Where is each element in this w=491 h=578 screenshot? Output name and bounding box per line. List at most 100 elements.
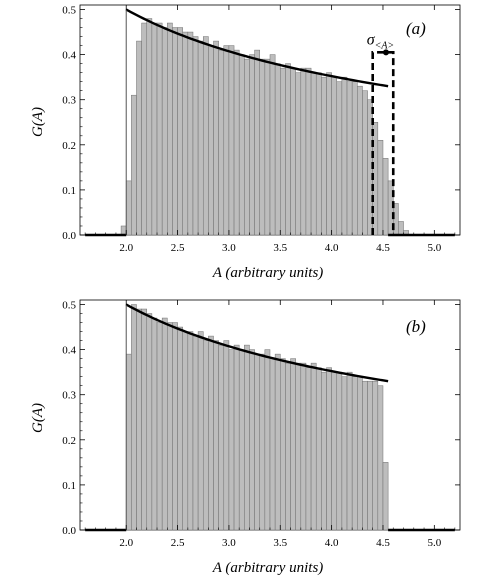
y-axis: 0.0 0.1 0.2 0.3 0.4 0.5 bbox=[62, 5, 460, 242]
histogram-bar bbox=[259, 58, 266, 236]
x-tick-label: 4.5 bbox=[376, 242, 390, 254]
chart-panel-b: 0.0 0.1 0.2 0.3 0.4 0.5 2.0 2.5 3.0 3.5 4.0 4.5 5.0… bbox=[30, 300, 461, 576]
histogram-bar bbox=[331, 76, 338, 236]
histogram-bar bbox=[305, 367, 312, 531]
x-tick-label: 5.0 bbox=[427, 537, 441, 549]
histogram-bar bbox=[346, 81, 353, 236]
histogram-bar bbox=[125, 353, 132, 531]
histogram-bar bbox=[351, 81, 358, 236]
histogram-bar bbox=[177, 27, 183, 236]
fit-line bbox=[125, 8, 389, 88]
histogram-bar bbox=[382, 462, 389, 531]
x-axis: 2.0 2.5 3.0 3.5 4.0 4.5 5.0 bbox=[84, 5, 456, 254]
x-tick-label: 2.0 bbox=[119, 537, 133, 549]
histogram-bar bbox=[244, 344, 250, 531]
x-tick-label: 4.5 bbox=[376, 537, 390, 549]
y-tick-label: 0.0 bbox=[62, 525, 76, 537]
histogram-bar bbox=[341, 76, 348, 236]
histogram-bar bbox=[254, 49, 260, 236]
panel-label: (b) bbox=[406, 317, 426, 336]
x-axis-label: A (arbitrary units) bbox=[212, 560, 324, 576]
x-tick-label: 3.5 bbox=[273, 242, 287, 254]
histogram-bar bbox=[305, 67, 312, 236]
histogram-bar bbox=[182, 331, 189, 531]
histogram-bar bbox=[285, 63, 291, 236]
histogram-bar bbox=[182, 31, 189, 236]
x-tick-label: 4.0 bbox=[325, 242, 339, 254]
histogram-bar bbox=[264, 349, 271, 531]
histogram-bar bbox=[377, 140, 384, 236]
histogram-bar bbox=[357, 376, 363, 531]
y-tick-label: 0.1 bbox=[62, 480, 76, 492]
x-tick-label: 2.5 bbox=[171, 242, 185, 254]
sigma-subscript: <A> bbox=[375, 40, 395, 51]
histogram-bar bbox=[177, 326, 183, 531]
chart-panel-a: σ<A> 0.0 0.1 0.2 0.3 0.4 0.5 2.0 2.5 3.0 3.5 4.0 4… bbox=[30, 5, 461, 281]
histogram-bar bbox=[233, 49, 240, 236]
histogram-bar bbox=[233, 344, 240, 531]
histogram-bar bbox=[218, 344, 225, 531]
histogram-bar bbox=[336, 81, 343, 236]
histogram-bar bbox=[141, 308, 148, 531]
histogram-bar bbox=[202, 340, 209, 531]
sigma-label: σ<A> bbox=[367, 31, 395, 51]
y-tick-label: 0.3 bbox=[62, 95, 76, 107]
histogram-bar bbox=[367, 380, 373, 531]
histogram-bar bbox=[280, 358, 286, 531]
y-tick-label: 0.4 bbox=[62, 345, 76, 357]
histogram-bar bbox=[223, 340, 230, 531]
histogram-bar bbox=[228, 45, 235, 236]
x-tick-label: 3.5 bbox=[273, 537, 287, 549]
histogram-bar bbox=[346, 371, 353, 531]
histogram-bar bbox=[223, 45, 230, 236]
histogram-bar bbox=[213, 40, 219, 236]
histogram-bar bbox=[269, 54, 276, 236]
panel-label: (a) bbox=[406, 19, 426, 38]
histogram-bar bbox=[300, 67, 307, 236]
sigma-marker: σ<A> bbox=[367, 31, 395, 235]
fit-line bbox=[125, 303, 389, 383]
histogram-bar bbox=[254, 353, 260, 531]
histogram-bar bbox=[377, 385, 384, 531]
histogram-bar bbox=[192, 36, 199, 236]
x-tick-label: 2.0 bbox=[119, 242, 133, 254]
histogram-bar bbox=[398, 221, 404, 236]
x-tick-label: 5.0 bbox=[427, 242, 441, 254]
y-tick-label: 0.4 bbox=[62, 50, 76, 62]
histogram-bar bbox=[167, 22, 173, 236]
histogram-bar bbox=[197, 40, 204, 236]
histogram-bar bbox=[280, 67, 286, 236]
y-tick-label: 0.3 bbox=[62, 390, 76, 402]
histogram-bar bbox=[141, 22, 148, 236]
histogram-bar bbox=[362, 380, 368, 531]
x-tick-label: 3.0 bbox=[222, 242, 236, 254]
histogram-bar bbox=[244, 58, 250, 236]
histogram-bar bbox=[315, 367, 322, 531]
histogram-bar bbox=[331, 371, 338, 531]
histogram-bar bbox=[151, 22, 158, 236]
histogram-bar bbox=[326, 367, 332, 531]
y-tick-label: 0.5 bbox=[62, 300, 76, 312]
sigma-dot bbox=[382, 49, 389, 56]
histogram-bar bbox=[351, 376, 358, 531]
histogram-bars bbox=[120, 18, 409, 236]
histogram-bar bbox=[208, 45, 214, 236]
y-axis-label: G(A) bbox=[30, 107, 46, 137]
y-axis-label: G(A) bbox=[30, 403, 46, 433]
histogram-bar bbox=[213, 340, 219, 531]
x-axis: 2.0 2.5 3.0 3.5 4.0 4.5 5.0 bbox=[84, 300, 456, 549]
histogram-bar bbox=[264, 58, 271, 236]
fit-curve bbox=[125, 8, 389, 235]
histogram-bar bbox=[341, 376, 348, 531]
histogram-bar bbox=[392, 203, 399, 236]
histogram-bar bbox=[362, 90, 368, 236]
histogram-bar bbox=[136, 308, 142, 531]
histogram-bar bbox=[136, 40, 142, 236]
histogram-bar bbox=[310, 362, 317, 531]
histogram-bar bbox=[310, 72, 317, 236]
histogram-bar bbox=[187, 331, 194, 531]
y-tick-label: 0.1 bbox=[62, 185, 76, 197]
x-tick-label: 4.0 bbox=[325, 537, 339, 549]
histogram-bar bbox=[146, 313, 153, 531]
